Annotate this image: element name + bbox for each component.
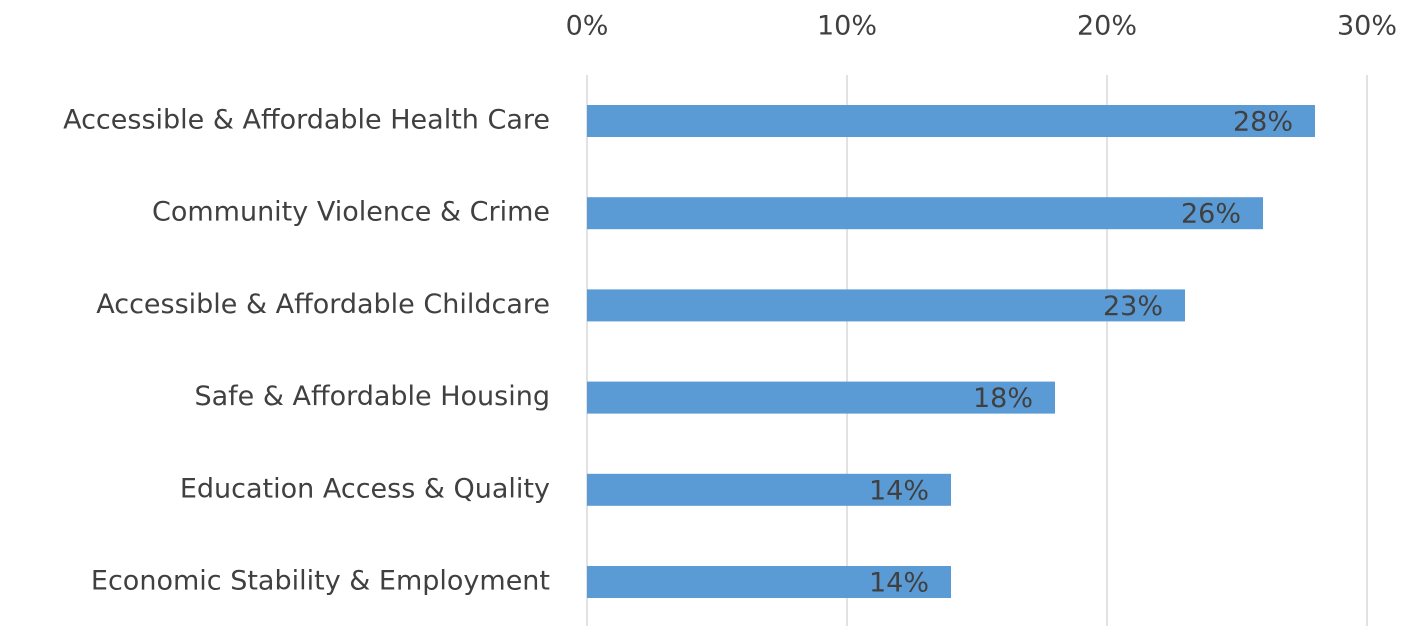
bar bbox=[587, 566, 951, 598]
x-tick-label: 20% bbox=[1077, 11, 1137, 42]
x-tick-label: 0% bbox=[566, 11, 609, 42]
value-label: 26% bbox=[1181, 199, 1241, 230]
y-tick-label: Safe & Affordable Housing bbox=[194, 381, 550, 412]
y-tick-label: Accessible & Affordable Childcare bbox=[96, 289, 550, 320]
x-tick-label: 30% bbox=[1337, 11, 1397, 42]
bar bbox=[587, 473, 951, 506]
y-tick-label: Accessible & Affordable Health Care bbox=[63, 105, 550, 136]
value-label: 28% bbox=[1233, 107, 1293, 138]
y-tick-label: Education Access & Quality bbox=[180, 473, 550, 504]
value-label: 14% bbox=[869, 568, 929, 599]
value-label: 14% bbox=[869, 475, 929, 506]
x-tick-label: 10% bbox=[817, 11, 877, 42]
value-label: 18% bbox=[973, 383, 1033, 414]
bar bbox=[587, 381, 1055, 414]
bar bbox=[587, 105, 1315, 137]
bar bbox=[587, 197, 1263, 230]
y-tick-label: Economic Stability & Employment bbox=[91, 566, 550, 597]
value-label: 23% bbox=[1103, 291, 1163, 322]
bar bbox=[587, 289, 1185, 322]
y-tick-label: Community Violence & Crime bbox=[152, 197, 550, 228]
